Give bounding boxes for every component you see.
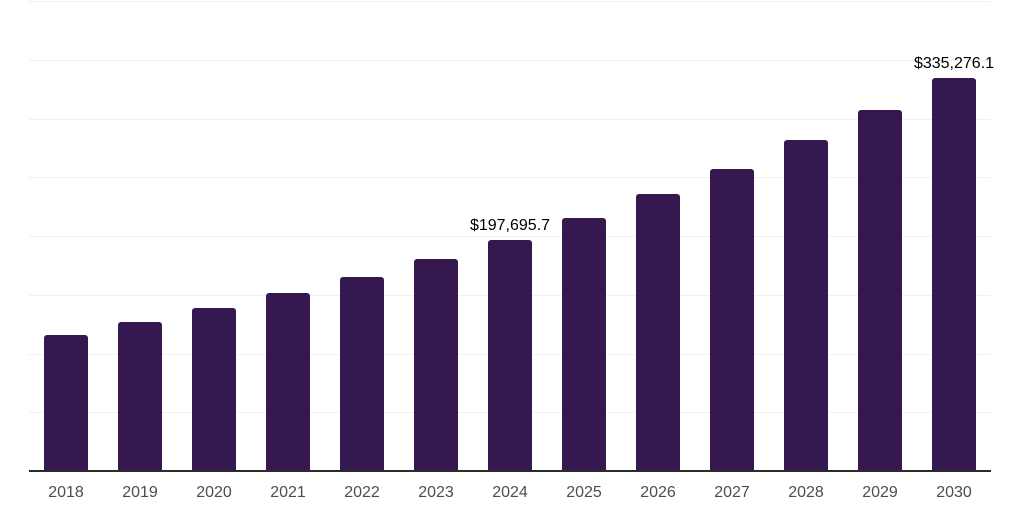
bar-column-2021 — [251, 2, 325, 472]
bar-column-2023 — [399, 2, 473, 472]
bar-column-2028 — [769, 2, 843, 472]
bar-2025 — [562, 217, 606, 472]
bar-column-2018 — [29, 2, 103, 472]
x-tick-2030: 2030 — [936, 484, 972, 501]
x-tick-2019: 2019 — [122, 484, 158, 501]
x-axis-labels: 2018 2019 2020 2021 2022 2023 2024 2025 2026 2027… — [29, 485, 991, 505]
x-tick-2028: 2028 — [788, 484, 824, 501]
bar-2023 — [414, 259, 458, 472]
bar-2026 — [636, 194, 680, 472]
bar-column-2026 — [621, 2, 695, 472]
value-label-2024: $197,695.7 — [469, 216, 551, 234]
bar-column-2029 — [843, 2, 917, 472]
x-tick-2024: 2024 — [492, 484, 528, 501]
gridline-200000 — [29, 236, 991, 237]
x-tick-2021: 2021 — [270, 484, 306, 501]
gridline-300000 — [29, 118, 991, 120]
x-tick-2023: 2023 — [418, 484, 454, 501]
bar-column-2025 — [547, 2, 621, 472]
bar-column-2030: $335,276.1 — [913, 2, 995, 472]
bar-2020 — [192, 307, 236, 472]
gridline-400000 — [29, 1, 991, 2]
x-tick-2026: 2026 — [640, 484, 676, 501]
bar-2018 — [44, 334, 88, 472]
x-tick-2018: 2018 — [48, 484, 84, 501]
x-tick-2020: 2020 — [196, 484, 232, 501]
bar-2022 — [340, 276, 384, 472]
bar-2019 — [118, 321, 162, 472]
bar-column-2020 — [177, 2, 251, 472]
x-tick-2029: 2029 — [862, 484, 898, 501]
x-axis-line — [29, 470, 991, 472]
gridline-250000 — [29, 177, 991, 179]
x-tick-2027: 2027 — [714, 484, 750, 501]
bar-column-2024: $197,695.7 — [469, 2, 551, 472]
x-tick-2022: 2022 — [344, 484, 380, 501]
plot-area: $197,695.7 $335,276.1 — [29, 1, 995, 472]
bar-2029 — [858, 110, 902, 472]
x-tick-2025: 2025 — [566, 484, 602, 501]
bar-column-2022 — [325, 2, 399, 472]
value-label-2030: $335,276.1 — [913, 55, 995, 73]
bar-2024 — [488, 239, 532, 472]
bar-column-2027 — [695, 2, 769, 472]
bar-2030 — [932, 78, 976, 472]
bar-2021 — [266, 293, 310, 472]
bar-2028 — [784, 140, 828, 472]
bar-column-2019 — [103, 2, 177, 472]
gridline-350000 — [29, 59, 991, 61]
bar-2027 — [710, 168, 754, 472]
